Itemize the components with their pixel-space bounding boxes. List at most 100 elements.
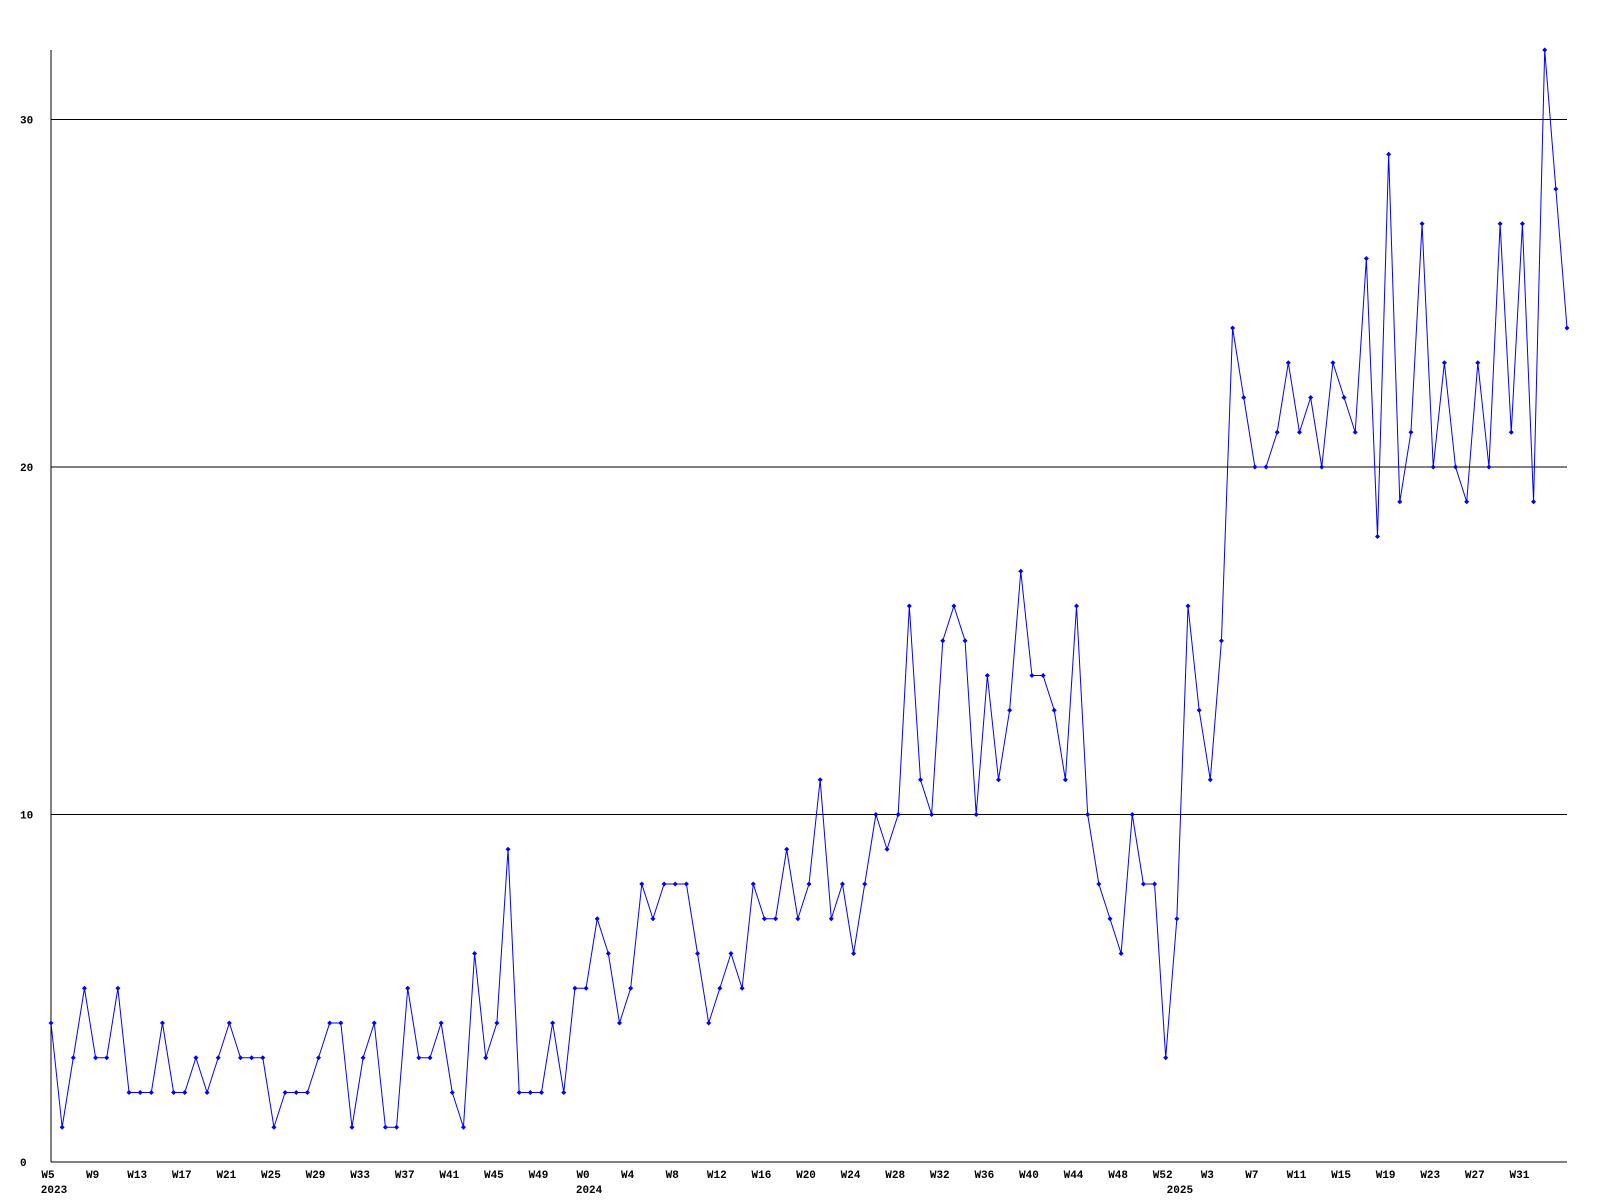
x-tick-label: W0 <box>576 1170 589 1182</box>
x-tick-label: W44 <box>1064 1170 1084 1182</box>
point <box>215 1055 221 1061</box>
point <box>773 916 779 922</box>
point <box>728 951 734 956</box>
point <box>360 1055 366 1061</box>
x-tick-label: W24 <box>841 1170 861 1182</box>
point <box>672 881 678 887</box>
point <box>628 985 634 991</box>
point <box>996 777 1001 783</box>
point <box>416 1055 422 1061</box>
year-label: 2024 <box>576 1185 603 1197</box>
point <box>1007 707 1013 713</box>
x-tick-label: W25 <box>261 1170 281 1182</box>
point <box>1408 429 1414 435</box>
point <box>159 1020 165 1026</box>
x-tick-label: W45 <box>484 1170 504 1182</box>
point <box>1085 812 1091 817</box>
point <box>683 881 689 887</box>
point <box>1051 707 1057 713</box>
point <box>271 1124 277 1130</box>
point <box>449 1090 455 1095</box>
point <box>338 1020 344 1026</box>
point <box>851 951 857 956</box>
x-tick-label: W36 <box>974 1170 994 1182</box>
point <box>962 638 968 644</box>
x-tick-label: W13 <box>127 1170 147 1182</box>
point <box>1508 429 1514 435</box>
point <box>1274 429 1280 435</box>
point <box>126 1090 132 1095</box>
x-tick-label: W41 <box>439 1170 459 1182</box>
x-tick-label: W17 <box>172 1170 192 1182</box>
point <box>1285 360 1291 366</box>
point <box>249 1055 255 1061</box>
x-tick-label: W7 <box>1245 1170 1258 1182</box>
x-tick-label: W5 <box>41 1170 55 1182</box>
point <box>93 1055 99 1061</box>
point <box>104 1055 110 1061</box>
point <box>1341 395 1347 400</box>
point <box>717 985 723 991</box>
point <box>1397 499 1403 505</box>
point <box>1419 221 1425 227</box>
point <box>1564 325 1570 331</box>
point <box>617 1020 622 1026</box>
point <box>1241 395 1247 400</box>
point <box>260 1055 266 1061</box>
point <box>371 1020 377 1026</box>
point <box>1029 673 1035 678</box>
point <box>516 1090 522 1095</box>
point <box>1230 325 1236 331</box>
point <box>1531 499 1537 505</box>
point <box>472 951 478 956</box>
point <box>1352 429 1358 435</box>
point <box>561 1090 567 1095</box>
point <box>1018 568 1024 574</box>
point <box>784 846 790 852</box>
y-tick-label: 10 <box>20 811 33 823</box>
x-tick-label: W19 <box>1376 1170 1396 1182</box>
point <box>405 985 411 991</box>
x-tick-label: W27 <box>1465 1170 1485 1182</box>
x-tick-label: W16 <box>752 1170 772 1182</box>
point <box>427 1055 433 1061</box>
point <box>382 1124 388 1130</box>
point <box>1174 916 1180 922</box>
x-tick-label: W33 <box>350 1170 370 1182</box>
point <box>639 881 645 887</box>
point <box>940 638 946 644</box>
x-tick-label: W20 <box>796 1170 816 1182</box>
point <box>282 1090 288 1095</box>
point <box>817 777 823 783</box>
point <box>1096 881 1102 887</box>
point <box>706 1020 712 1026</box>
point <box>1062 777 1068 783</box>
point <box>59 1124 65 1130</box>
point <box>505 846 511 852</box>
point <box>839 881 845 887</box>
point <box>1319 464 1325 470</box>
point <box>204 1090 210 1095</box>
x-tick-label: W32 <box>930 1170 950 1182</box>
point <box>1430 464 1436 470</box>
point <box>238 1055 243 1061</box>
point <box>1464 499 1470 505</box>
point <box>1375 534 1380 539</box>
x-tick-label: W21 <box>216 1170 236 1182</box>
point <box>806 881 812 887</box>
point <box>873 812 879 817</box>
point <box>1363 256 1369 261</box>
x-tick-label: W23 <box>1420 1170 1440 1182</box>
point <box>605 951 611 956</box>
point <box>1074 603 1080 609</box>
x-tick-label: W52 <box>1153 1170 1173 1182</box>
x-tick-label: W11 <box>1287 1170 1307 1182</box>
point <box>951 603 957 609</box>
x-tick-label: W12 <box>707 1170 727 1182</box>
point <box>1441 360 1447 366</box>
x-tick-label: W37 <box>395 1170 415 1182</box>
point <box>572 985 578 991</box>
point <box>293 1090 299 1095</box>
point <box>895 812 901 817</box>
